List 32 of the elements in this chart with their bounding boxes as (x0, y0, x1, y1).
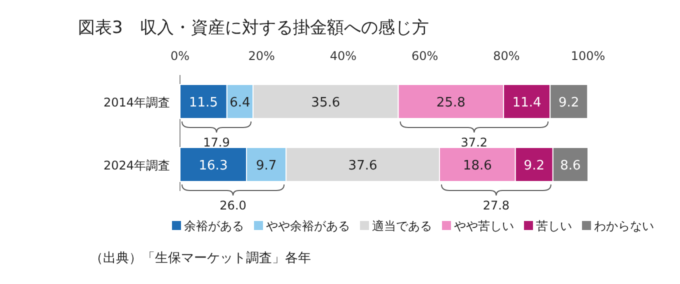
title: 図表3 収入・資産に対する掛金額への感じ方 (78, 18, 429, 38)
legend-label: 苦しい (536, 219, 572, 233)
data-label: 16.3 (198, 158, 228, 174)
data-label: 11.5 (188, 96, 218, 110)
data-label: 25.8 (436, 96, 466, 110)
data-label: 9.2 (524, 158, 544, 174)
data-label: 6.4 (230, 96, 250, 110)
data-label: 9.2 (558, 96, 580, 110)
annotation: 17.9 (203, 136, 230, 150)
legend-label: 余裕がある (184, 219, 244, 233)
x-tick-label: 60% (411, 49, 438, 63)
data-label: 35.6 (311, 96, 340, 110)
y-tick-label: 2024年調査 (103, 158, 170, 172)
x-tick-label: 100% (570, 49, 606, 63)
legend-label: やや余裕がある (266, 219, 350, 233)
x-tick-label: 20% (248, 49, 275, 63)
data-label: 18.6 (462, 158, 492, 174)
data-label: 11.4 (512, 96, 542, 110)
text: 26.0 (220, 198, 246, 212)
data-label: 37.6 (348, 158, 378, 174)
annotation: 37.2 (460, 136, 488, 150)
legend-label: わからない (594, 219, 654, 233)
text: 27.8 (482, 198, 510, 212)
x-tick-label: 80% (493, 49, 520, 63)
data-label: 9.7 (256, 158, 277, 174)
data-label: 8.6 (560, 158, 581, 174)
legend-label: 適当である (372, 219, 432, 233)
x-tick-label: 0% (170, 49, 190, 63)
y-tick-label: 2014年調査 (103, 96, 170, 110)
text: （出典）「生保マーケット調査」各年 (90, 251, 311, 266)
legend-label: やや苦しい (454, 219, 514, 233)
x-tick-label: 40% (330, 49, 357, 63)
